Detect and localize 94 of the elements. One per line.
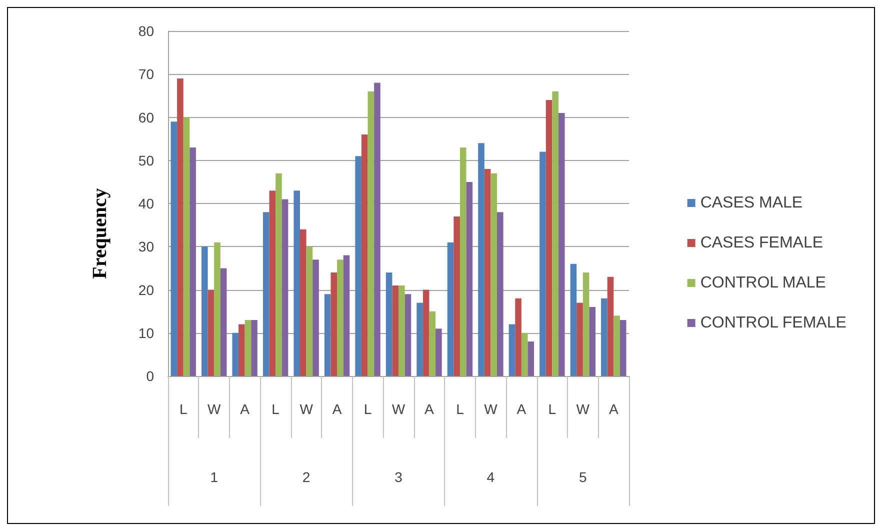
bar — [614, 316, 620, 376]
y-tick-label: 30 — [138, 238, 154, 255]
bar — [368, 91, 374, 376]
bar — [177, 78, 184, 376]
text: 3 — [394, 469, 403, 485]
bar — [398, 285, 405, 376]
bar — [330, 272, 338, 376]
bar — [601, 298, 608, 376]
bar — [436, 328, 442, 376]
y-tick-label: 10 — [138, 324, 154, 341]
y-tick-label: 80 — [138, 23, 154, 39]
bar — [220, 268, 227, 376]
x-tick-label: W — [576, 401, 590, 417]
bar — [276, 173, 282, 376]
y-tick-label: 40 — [138, 196, 154, 212]
bar — [294, 190, 300, 376]
bar — [306, 246, 313, 376]
bar — [460, 147, 466, 376]
legend-label: CONTROL MALE — [700, 274, 826, 292]
bar — [208, 290, 214, 376]
x-tick-label: A — [516, 401, 527, 417]
bar — [374, 82, 380, 376]
bar — [262, 212, 270, 376]
legend-label: CASES FEMALE — [700, 234, 824, 252]
x-tick-label: W — [392, 401, 406, 417]
bar — [214, 242, 220, 376]
y-tick-label: 50 — [138, 152, 154, 168]
bar — [552, 91, 558, 376]
bar — [312, 260, 319, 376]
bar — [570, 264, 577, 376]
bar — [528, 342, 534, 376]
bar — [620, 320, 626, 376]
x-tick-label: A — [424, 401, 435, 417]
y-tick-label: 20 — [138, 282, 154, 298]
bar — [490, 173, 497, 376]
bar — [508, 324, 516, 376]
bar — [282, 199, 288, 376]
bar — [558, 112, 565, 376]
x-tick-label: W — [207, 401, 222, 417]
bar — [355, 156, 362, 376]
x-tick-label: L — [548, 401, 556, 417]
legend-label: CASES MALE — [700, 194, 803, 212]
bar — [484, 169, 491, 376]
bar — [589, 307, 596, 376]
bar — [251, 320, 258, 376]
bar — [190, 147, 196, 376]
bar — [238, 324, 245, 376]
x-tick-label: L — [179, 401, 188, 417]
bar — [337, 260, 344, 376]
bar — [404, 294, 412, 376]
bar — [515, 298, 522, 376]
bar — [300, 229, 306, 376]
text: 1 — [210, 469, 218, 485]
bar — [269, 190, 276, 376]
x-tick-label: A — [332, 401, 342, 417]
y-tick-label: 70 — [138, 66, 154, 82]
bar — [183, 117, 190, 376]
bar — [343, 255, 350, 376]
bar — [386, 272, 392, 376]
bar — [521, 332, 528, 376]
y-tick-label: 0 — [146, 368, 154, 384]
bar — [244, 320, 252, 376]
bar — [447, 242, 454, 376]
bar — [607, 276, 614, 376]
text: 4 — [486, 469, 495, 485]
bar — [478, 143, 484, 376]
bar — [392, 285, 398, 376]
text: 2 — [302, 469, 310, 485]
x-tick-label: A — [608, 401, 619, 417]
bar — [429, 311, 436, 376]
bar — [497, 212, 504, 376]
bar — [546, 100, 552, 376]
bar — [416, 302, 423, 376]
x-tick-label: A — [240, 401, 250, 417]
x-tick-label: W — [484, 401, 498, 417]
legend-label: CONTROL FEMALE — [700, 314, 846, 332]
bar — [466, 182, 473, 376]
x-tick-label: W — [300, 401, 314, 417]
bar — [361, 134, 368, 376]
bar — [422, 290, 430, 376]
bar — [454, 216, 460, 376]
x-tick-label: L — [272, 401, 280, 417]
bar — [170, 122, 178, 376]
y-axis-title: Frequency — [89, 188, 111, 279]
bar — [582, 272, 590, 376]
x-tick-label: L — [456, 401, 464, 417]
bar — [232, 332, 239, 376]
text: 5 — [579, 469, 587, 485]
bar — [576, 302, 583, 376]
bar — [202, 246, 208, 376]
x-tick-label: L — [364, 401, 372, 417]
y-tick-label: 60 — [138, 109, 154, 126]
bar — [324, 294, 331, 376]
bar — [540, 152, 546, 376]
